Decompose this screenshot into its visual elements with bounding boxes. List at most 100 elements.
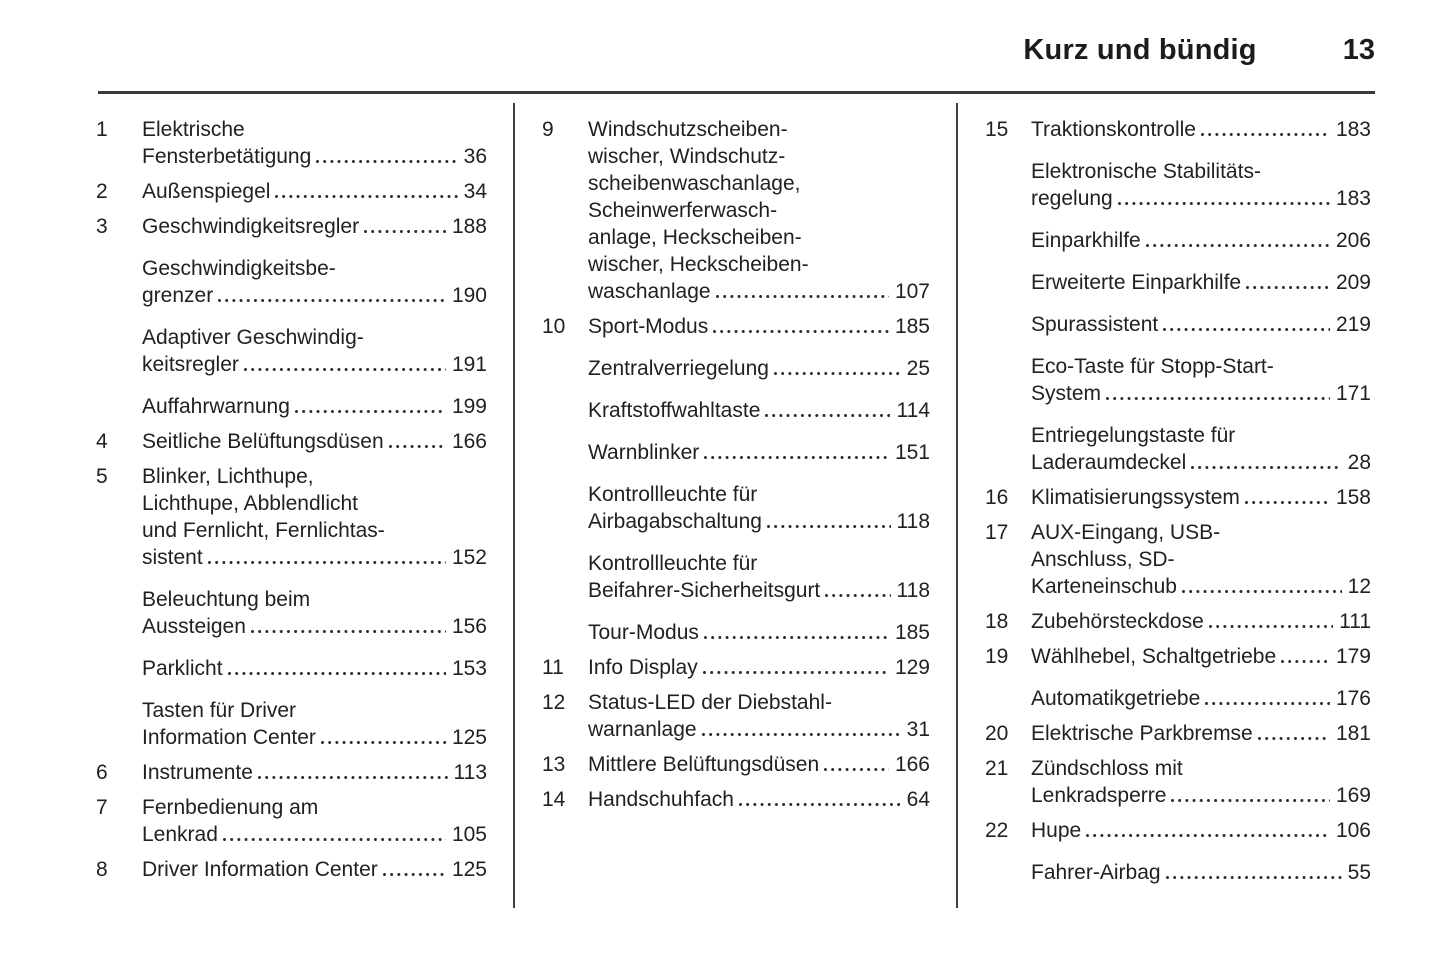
entry-body: Fernbedienung am Lenkrad 105 bbox=[142, 794, 487, 848]
entry-label-line: Mittlere Belüftungsdüsen bbox=[588, 753, 820, 776]
dot-leader bbox=[1117, 202, 1330, 205]
dot-leader bbox=[1281, 660, 1330, 663]
toc-entry: 2 Außenspiegel 34 bbox=[96, 178, 487, 205]
entry-number: 7 bbox=[96, 796, 108, 819]
toc-content: 1 Elektrische Fensterbetätigung 36 2 Außenspi… bbox=[96, 103, 1371, 908]
entry-label-line: Sport-Modus bbox=[588, 315, 709, 338]
dot-leader bbox=[1163, 328, 1330, 331]
entry-label-line: Driver Information Center bbox=[142, 858, 378, 881]
entry-page-number: 31 bbox=[906, 718, 930, 741]
entry-body: Status-LED der Diebstahl-warnanlage 31 bbox=[588, 689, 930, 743]
dot-leader bbox=[1205, 702, 1330, 705]
entry-number: 5 bbox=[96, 465, 108, 488]
entry-label-line: Instrumente bbox=[142, 761, 253, 784]
dot-leader bbox=[1246, 286, 1330, 289]
entry-page-number: 206 bbox=[1335, 229, 1371, 252]
dot-leader bbox=[738, 803, 901, 806]
column-divider bbox=[513, 103, 515, 908]
entry-body: Elektrische Parkbremse 181 bbox=[1031, 720, 1371, 747]
entry-body: AUX-Eingang, USB- Anschluss, SD- Kartenein… bbox=[1031, 519, 1371, 600]
entry-body: Eco-Taste für Stopp-Start- System 171 bbox=[1031, 353, 1371, 407]
entry-label-line: Fahrer-Airbag bbox=[1031, 861, 1161, 884]
toc-entry: Entriegelungstaste für Laderaumdeckel 28 bbox=[985, 422, 1371, 476]
entry-number bbox=[985, 158, 1031, 212]
entry-body: Seitliche Belüftungsdüsen 166 bbox=[142, 428, 487, 455]
entry-last-line: Aussteigen 156 bbox=[142, 613, 487, 640]
toc-entry: 12 Status-LED der Diebstahl-warnanlage 31 bbox=[542, 689, 930, 743]
toc-entry: Adaptiver Geschwindig-keitsregler 191 bbox=[96, 324, 487, 378]
entry-label-line: Anschluss, SD- bbox=[1031, 548, 1175, 571]
entry-last-line: Beifahrer-Sicherheitsgurt 118 bbox=[588, 577, 930, 604]
entry-number bbox=[985, 859, 1031, 886]
entry-number: 17 bbox=[985, 521, 1009, 544]
dot-leader bbox=[1181, 590, 1342, 593]
entry-number: 22 bbox=[985, 819, 1009, 842]
dot-leader bbox=[294, 410, 446, 413]
entry-last-line: Zubehörsteckdose 111 bbox=[1031, 608, 1371, 635]
entry-last-line: Warnblinker 151 bbox=[588, 439, 930, 466]
toc-entry: 22 Hupe 106 bbox=[985, 817, 1371, 844]
entry-page-number: 219 bbox=[1335, 313, 1371, 336]
entry-label-line: Kraftstoffwahltaste bbox=[588, 399, 761, 422]
entry-number bbox=[985, 311, 1031, 338]
entry-label-line: Elektrische bbox=[142, 118, 245, 141]
toc-entry: 8 Driver Information Center 125 bbox=[96, 856, 487, 883]
entry-last-line: Klimatisierungssystem 158 bbox=[1031, 484, 1371, 511]
entry-number bbox=[96, 393, 142, 420]
toc-entry: Kraftstoffwahltaste 114 bbox=[542, 397, 930, 424]
entry-page-number: 111 bbox=[1339, 610, 1371, 633]
entry-number bbox=[96, 324, 142, 378]
entry-number bbox=[542, 397, 588, 424]
entry-body: Geschwindigkeitsregler 188 bbox=[142, 213, 487, 240]
entry-label-line: Spurassistent bbox=[1031, 313, 1159, 336]
dot-leader bbox=[316, 160, 458, 163]
toc-entry: 19 Wählhebel, Schaltgetriebe 179 bbox=[985, 643, 1371, 670]
entry-number: 10 bbox=[542, 315, 566, 338]
entry-body: Klimatisierungssystem 158 bbox=[1031, 484, 1371, 511]
entry-label-line: Airbagabschaltung bbox=[588, 510, 762, 533]
dot-leader bbox=[207, 561, 446, 564]
entry-body: Zubehörsteckdose 111 bbox=[1031, 608, 1371, 635]
entry-label-line: Lenkrad bbox=[142, 823, 218, 846]
entry-body: Instrumente 113 bbox=[142, 759, 487, 786]
dot-leader bbox=[1257, 737, 1330, 740]
toc-entry: 7 Fernbedienung am Lenkrad 105 bbox=[96, 794, 487, 848]
entry-number bbox=[96, 655, 142, 682]
entry-label-line: Geschwindigkeitsregler bbox=[142, 215, 360, 238]
entry-number bbox=[542, 481, 588, 535]
toc-entry: 11 Info Display 129 bbox=[542, 654, 930, 681]
entry-last-line: Information Center 125 bbox=[142, 724, 487, 751]
entry-label-line: AUX-Eingang, USB- bbox=[1031, 521, 1221, 544]
entry-page-number: 169 bbox=[1335, 784, 1371, 807]
toc-entry: Auffahrwarnung 199 bbox=[96, 393, 487, 420]
entry-label-line: Adaptiver Geschwindig- bbox=[142, 326, 364, 349]
toc-entry: 4 Seitliche Belüftungsdüsen 166 bbox=[96, 428, 487, 455]
entry-label-line: Elektronische Stabilitäts- bbox=[1031, 160, 1261, 183]
entry-page-number: 185 bbox=[894, 315, 930, 338]
entry-last-line: Lenkradsperre 169 bbox=[1031, 782, 1371, 809]
entry-number bbox=[542, 550, 588, 604]
dot-leader bbox=[715, 295, 889, 298]
entry-number bbox=[96, 697, 142, 751]
entry-last-line: Instrumente 113 bbox=[142, 759, 487, 786]
entry-label-line: Windschutzscheiben- bbox=[588, 118, 788, 141]
entry-page-number: 158 bbox=[1335, 486, 1371, 509]
toc-entry: 17 AUX-Eingang, USB- Anschluss, SD- Kartene… bbox=[985, 519, 1371, 600]
entry-label-line: Kontrollleuchte für bbox=[588, 552, 758, 575]
dot-leader bbox=[701, 733, 901, 736]
entry-body: Auffahrwarnung 199 bbox=[142, 393, 487, 420]
entry-label-line: Erweiterte Einparkhilfe bbox=[1031, 271, 1242, 294]
entry-page-number: 64 bbox=[906, 788, 930, 811]
toc-entry: Kontrollleuchte für Airbagabschaltung 118 bbox=[542, 481, 930, 535]
dot-leader bbox=[227, 672, 446, 675]
toc-entry: 21 Zündschloss mit Lenkradsperre 169 bbox=[985, 755, 1371, 809]
entry-page-number: 209 bbox=[1335, 271, 1371, 294]
entry-label-line: Blinker, Lichthupe, bbox=[142, 465, 314, 488]
entry-body: Hupe 106 bbox=[1031, 817, 1371, 844]
dot-leader bbox=[1145, 244, 1330, 247]
entry-body: Fahrer-Airbag 55 bbox=[1031, 859, 1371, 886]
dot-leader bbox=[320, 741, 446, 744]
entry-label-line: Info Display bbox=[588, 656, 698, 679]
entry-label-line: waschanlage bbox=[588, 280, 711, 303]
entry-last-line: Laderaumdeckel 28 bbox=[1031, 449, 1371, 476]
